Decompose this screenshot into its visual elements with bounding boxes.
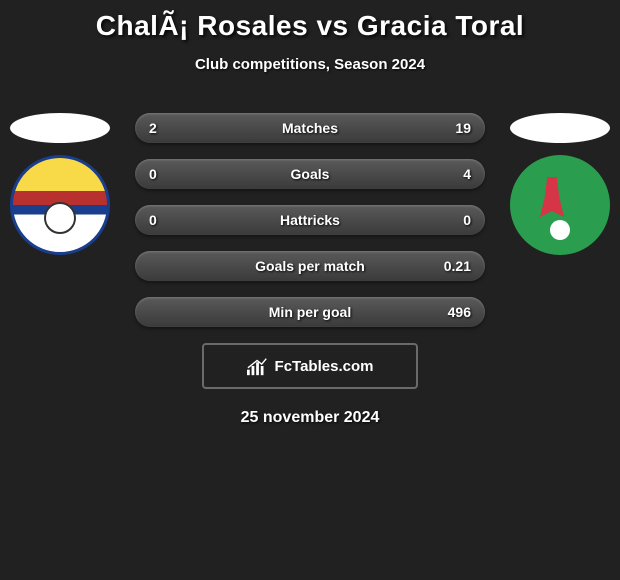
stat-row: 0 Goals 4 <box>135 159 485 189</box>
player-ellipse-right <box>510 113 610 143</box>
stat-value-right: 496 <box>448 304 471 320</box>
stat-row: Goals per match 0.21 <box>135 251 485 281</box>
stat-value-left: 0 <box>149 212 157 228</box>
stat-row: 0 Hattricks 0 <box>135 205 485 235</box>
player-ellipse-left <box>10 113 110 143</box>
footer-brand-text: FcTables.com <box>275 358 374 375</box>
stat-label: Goals <box>291 166 330 182</box>
stat-label: Min per goal <box>269 304 351 320</box>
page-subtitle: Club competitions, Season 2024 <box>0 56 620 73</box>
stat-value-right: 19 <box>455 120 471 136</box>
page-title: ChalÃ¡ Rosales vs Gracia Toral <box>0 0 620 42</box>
stat-row: 2 Matches 19 <box>135 113 485 143</box>
stat-value-right: 4 <box>463 166 471 182</box>
club-left <box>10 113 110 255</box>
club-right <box>510 113 610 255</box>
stat-value-right: 0 <box>463 212 471 228</box>
footer-brand-box: FcTables.com <box>202 343 418 389</box>
stat-value-right: 0.21 <box>444 258 471 274</box>
stat-value-left: 0 <box>149 166 157 182</box>
stat-label: Matches <box>282 120 338 136</box>
stat-value-left: 2 <box>149 120 157 136</box>
stat-label: Hattricks <box>280 212 340 228</box>
chart-icon <box>247 356 269 376</box>
stats-list: 2 Matches 19 0 Goals 4 0 Hattricks 0 Goa… <box>135 113 485 327</box>
club-crest-left <box>10 155 110 255</box>
footer-date: 25 november 2024 <box>0 409 620 427</box>
stat-row: Min per goal 496 <box>135 297 485 327</box>
stat-label: Goals per match <box>255 258 365 274</box>
club-crest-right <box>510 155 610 255</box>
comparison-container: 2 Matches 19 0 Goals 4 0 Hattricks 0 Goa… <box>0 113 620 427</box>
